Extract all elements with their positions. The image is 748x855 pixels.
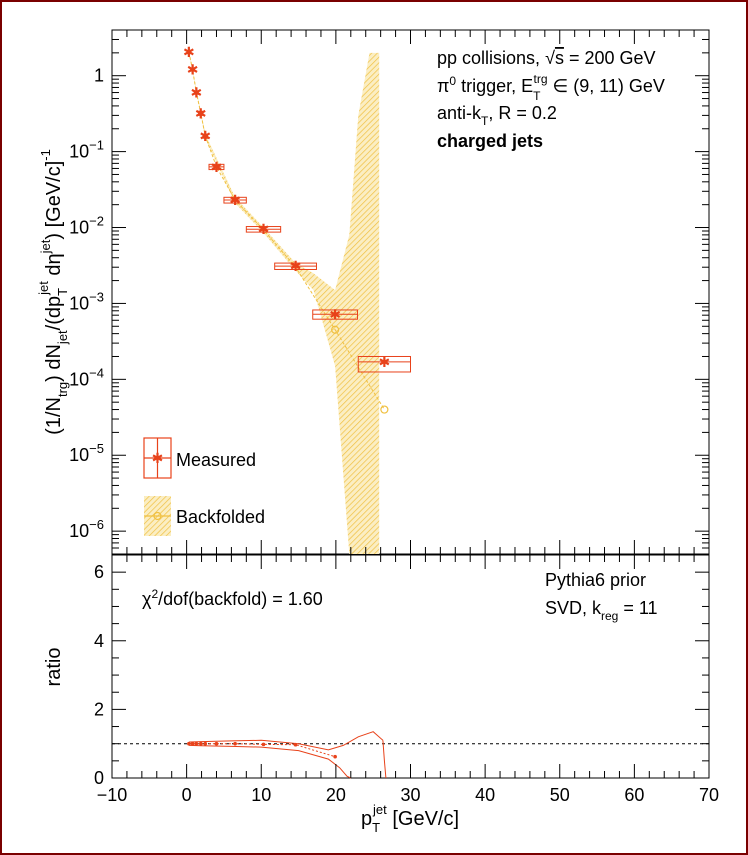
legend: ✱ Measured Backfolded: [143, 437, 265, 536]
ratio-band-lower: [188, 744, 352, 779]
measured-point: ✱: [229, 192, 241, 208]
ratio-point: [233, 741, 237, 746]
ratio-point: [261, 742, 266, 747]
legend-entry-measured: ✱ Measured: [143, 437, 256, 479]
measured-point: ✱: [183, 44, 195, 60]
x-tick-label: 30: [400, 785, 420, 805]
annotation-collisions: pp collisions, √s = 200 GeV: [437, 48, 656, 68]
ratio-y-tick-label: 6: [94, 562, 104, 582]
x-tick-label: 10: [251, 785, 271, 805]
backfolded-point: [331, 325, 340, 334]
x-tick-label: 20: [326, 785, 346, 805]
spectrum-y-axis: 10−6 10−5 10−4 10−3 10−2 10−1 1: [69, 29, 709, 555]
x-tick-label: 40: [475, 785, 495, 805]
annotation-prior: Pythia6 prior: [545, 570, 646, 590]
x-tick-label: 50: [550, 785, 570, 805]
legend-measured-label: Measured: [176, 450, 256, 470]
measured-point: ✱: [329, 306, 341, 322]
legend-entry-backfolded: Backfolded: [144, 496, 265, 536]
annotation-svd: SVD, kreg = 11: [545, 598, 658, 623]
ratio-y-axis-title: ratio: [43, 648, 65, 687]
measured-error-box: [357, 355, 412, 373]
ratio-y-tick-label: 2: [94, 699, 104, 719]
spectrum-x-ticks: [111, 30, 710, 554]
x-tick-label: 0: [182, 785, 192, 805]
spectrum-y-tick-label: 10−5: [69, 441, 104, 465]
annotation-trigger: π0 trigger, ETtrg ∈ (9, 11) GeV: [437, 72, 665, 103]
x-axis-title: pTjet [GeV/c]: [361, 802, 459, 835]
spectrum-y-tick-label: 10−6: [69, 517, 104, 541]
spectrum-y-tick-label: 1: [94, 66, 104, 86]
ratio-band: [188, 731, 387, 779]
ratio-point: [194, 741, 199, 746]
measured-point: ✱: [195, 105, 207, 121]
spectrum-y-tick-label: 10−3: [69, 289, 104, 313]
measured-point: ✱: [290, 258, 302, 274]
ratio-point: [190, 741, 195, 746]
x-tick-label: 60: [624, 785, 644, 805]
measured-point: ✱: [190, 85, 202, 101]
ratio-point: [199, 741, 203, 746]
legend-measured-marker: ✱: [152, 450, 164, 466]
backfolded-uncertainty-band: [188, 50, 380, 554]
annotation-charged-jets: charged jets: [437, 131, 543, 151]
ratio-x-axis: −10 0 10 20 30 40 50 60 70: [97, 555, 719, 805]
ratio-point: [293, 742, 298, 747]
spectrum-panel: ✱✱✱✱✱✱✱✱✱✱✱ 10−610−510−410−310−210−11 pp…: [36, 29, 710, 555]
spectrum-series: ✱✱✱✱✱✱✱✱✱✱✱: [183, 44, 412, 414]
measured-point: ✱: [258, 221, 270, 237]
ratio-points: [187, 741, 337, 759]
measured-point: ✱: [379, 354, 391, 370]
annotation-algorithm: anti-kT, R = 0.2: [437, 103, 557, 128]
ratio-point: [214, 741, 219, 746]
measured-point: ✱: [187, 62, 199, 78]
backfolded-band: [188, 50, 380, 554]
ratio-point: [187, 741, 191, 746]
ratio-y-tick-label: 0: [94, 768, 104, 788]
x-tick-label: −10: [97, 785, 128, 805]
spectrum-y-tick-label: 10−4: [69, 365, 104, 389]
measured-point: ✱: [199, 128, 211, 144]
backfolded-line: [188, 51, 385, 410]
spectrum-y-tick-label: 10−1: [69, 138, 104, 162]
spectrum-y-tick-label: 10−2: [69, 214, 104, 238]
ratio-point: [203, 741, 208, 746]
legend-backfolded-marker: [153, 511, 162, 521]
ratio-band-tail: [382, 740, 387, 779]
ratio-point: [333, 754, 337, 759]
legend-backfolded-label: Backfolded: [176, 507, 265, 527]
ratio-y-tick-label: 4: [94, 631, 104, 651]
spectrum-y-axis-title: (1/Ntrg) dNjet/(dpTjet dηjet) [GeV/c]-1: [36, 149, 70, 435]
measured-point: ✱: [211, 159, 223, 175]
ratio-band-upper: [188, 731, 384, 751]
annotation-chi2: χ2/dof(backfold) = 1.60: [142, 587, 323, 609]
ratio-y-axis: 0 2 4 6: [94, 562, 709, 788]
ratio-line: [188, 743, 336, 758]
backfolded-point: [380, 405, 389, 414]
x-tick-label: 70: [699, 785, 719, 805]
